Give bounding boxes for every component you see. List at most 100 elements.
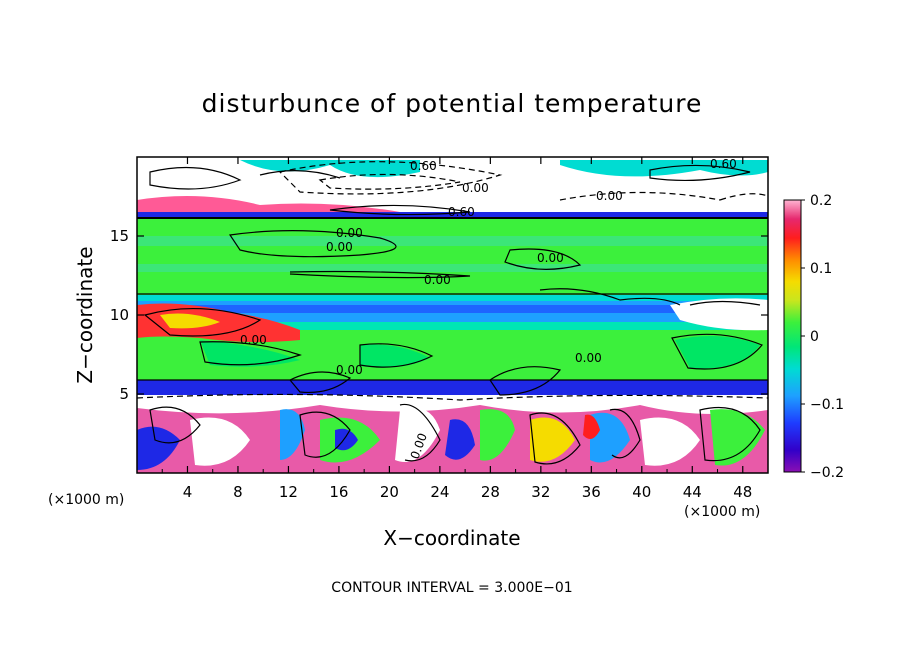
- chart-title: disturbunce of potential temperature: [202, 89, 703, 118]
- field-patch: [160, 313, 220, 329]
- x-unit-label-right: (×1000 m): [684, 504, 760, 520]
- y-tick-label: 15: [110, 227, 129, 245]
- contour-label: 0.00: [240, 333, 267, 347]
- contour-lines-dashed: [137, 161, 768, 401]
- field-patch: [137, 395, 768, 414]
- contour-line: [299, 411, 351, 458]
- contour-interval-note: CONTOUR INTERVAL = 3.000E−01: [331, 580, 572, 596]
- field-patch: [200, 340, 300, 367]
- field-patch: [640, 417, 700, 466]
- field-patch: [360, 344, 430, 368]
- contour-line-negative: [137, 393, 768, 401]
- x-tick-label: 16: [329, 483, 348, 501]
- contour-line-negative: [278, 161, 503, 195]
- contour-line: [504, 248, 582, 270]
- contour-line: [609, 408, 641, 459]
- colorbar-tick-label: −0.1: [810, 397, 844, 413]
- field-patch: [137, 264, 768, 272]
- contour-label: 0.00: [462, 181, 489, 195]
- colorbar-tick-label: 0: [810, 329, 819, 345]
- field-patch: [190, 417, 250, 466]
- contour-line: [228, 230, 397, 258]
- y-tick-label: 10: [110, 306, 129, 324]
- x-tick-label: 32: [531, 483, 550, 501]
- x-tick-label: 24: [430, 483, 449, 501]
- field-patch: [530, 417, 575, 462]
- contour-line: [289, 270, 471, 279]
- x-unit-label-left: (×1000 m): [48, 492, 124, 508]
- field-patch: [590, 412, 630, 463]
- colorbar-tick-label: 0.1: [810, 261, 832, 277]
- colorbar-tick-label: 0.2: [810, 193, 832, 209]
- contour-label: 0.00: [326, 240, 353, 254]
- contour-line: [289, 371, 352, 394]
- contour-line: [259, 170, 341, 179]
- field-patch: [335, 428, 358, 451]
- x-tick-label: 12: [279, 483, 298, 501]
- x-tick-label: 36: [582, 483, 601, 501]
- contour-label: 0.00: [596, 189, 623, 203]
- y-tick-label: 5: [119, 385, 129, 403]
- contour-line: [199, 341, 302, 366]
- colorbar-gradient: [783, 199, 802, 473]
- x-tick-label: 8: [233, 483, 243, 501]
- contour-label: 0.60: [448, 205, 475, 219]
- contour-line: [489, 366, 562, 396]
- field-patch: [280, 409, 305, 460]
- field-band-upper: [137, 218, 768, 295]
- field-patch: [137, 236, 768, 246]
- contour-line: [539, 288, 681, 306]
- contour-line-negative: [318, 173, 461, 190]
- contour-label: 0.60: [410, 159, 437, 173]
- x-tick-label: 44: [683, 483, 702, 501]
- field-patch: [583, 414, 600, 439]
- colorbar-tick-label: −0.2: [810, 465, 844, 481]
- field-patch: [710, 409, 765, 466]
- field-patch: [240, 160, 420, 178]
- x-tick-label: 28: [481, 483, 500, 501]
- field-patch: [480, 409, 515, 461]
- contour-line: [671, 333, 763, 370]
- contour-label: 0.00: [575, 351, 602, 365]
- field-patch: [445, 419, 475, 460]
- contour-line: [649, 164, 751, 182]
- contour-label: 0.60: [710, 157, 737, 171]
- x-tick-label: 20: [380, 483, 399, 501]
- contour-line: [143, 307, 262, 337]
- colorbar: 0.2 0.1 0 −0.1 −0.2: [783, 193, 844, 481]
- y-axis-label: Z−coordinate: [73, 246, 97, 383]
- contour-label: 0.00: [336, 363, 363, 377]
- heatmap-field: [137, 157, 768, 473]
- x-tick-label: 4: [183, 483, 193, 501]
- contour-line-negative: [719, 193, 768, 201]
- field-band-low: [137, 380, 768, 395]
- field-patch: [137, 426, 180, 470]
- field-patch: [137, 322, 768, 330]
- field-patch: [675, 336, 760, 369]
- contour-label: 0.00: [424, 273, 451, 287]
- contour-line: [149, 166, 242, 190]
- contour-line: [689, 300, 761, 306]
- x-axis-label: X−coordinate: [383, 526, 520, 550]
- field-patch: [137, 295, 768, 301]
- contour-line: [149, 406, 201, 444]
- contour-line: [359, 343, 434, 368]
- y-ticks: 5 10 15: [110, 227, 768, 403]
- field-patch: [137, 305, 768, 313]
- field-patch: [670, 298, 768, 331]
- contour-line: [329, 204, 471, 216]
- contour-line: [529, 412, 581, 465]
- x-tick-label: 40: [632, 483, 651, 501]
- contour-line-negative: [559, 191, 721, 201]
- contour-line: [399, 403, 441, 462]
- contour-label: 0.00: [537, 251, 564, 265]
- contour-label: 0.00: [336, 226, 363, 240]
- x-ticks: 4 8 12 16 20 24 28 32 36 40 44 48: [161, 157, 752, 501]
- colorbar-ticks: 0.2 0.1 0 −0.1 −0.2: [801, 193, 844, 481]
- contour-line: [699, 406, 761, 462]
- x-tick-label: 48: [733, 483, 752, 501]
- field-patch: [137, 303, 300, 343]
- field-patch: [137, 212, 768, 218]
